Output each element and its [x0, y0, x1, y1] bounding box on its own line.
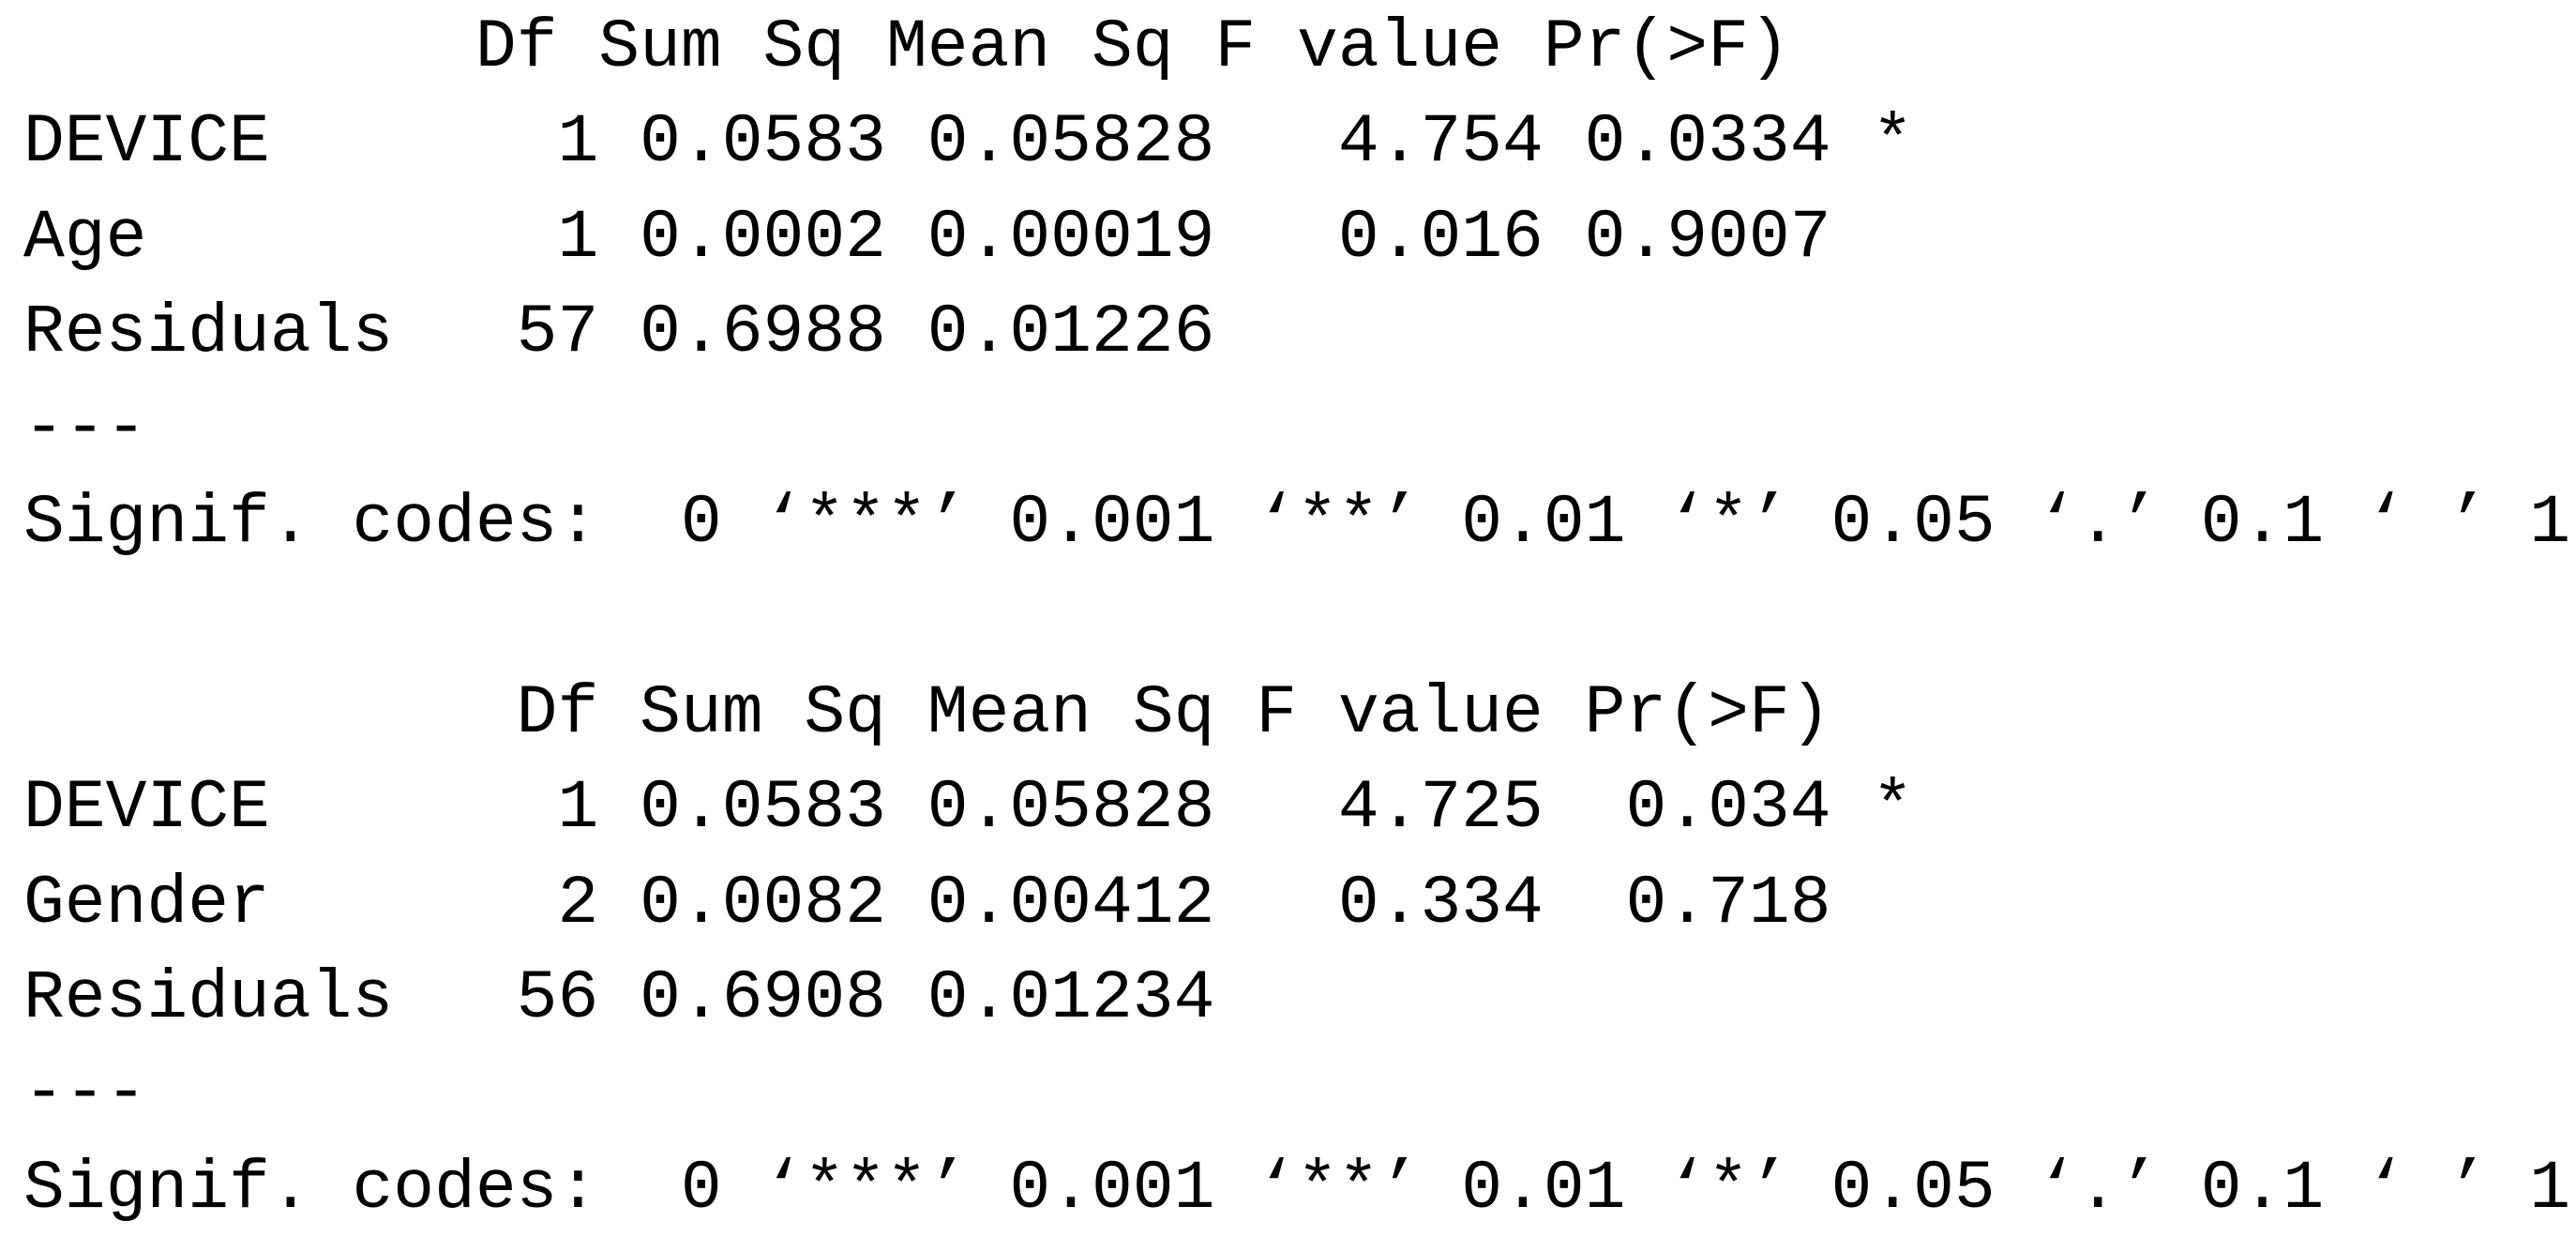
anova1-row-residuals: Residuals 57 0.6988 0.01226 [23, 294, 1215, 372]
anova1-separator: --- [23, 388, 147, 467]
anova1-row-age: Age 1 0.0002 0.00019 0.016 0.9007 [23, 198, 1831, 277]
anova1-row-device: DEVICE 1 0.0583 0.05828 4.754 0.0334 * [23, 103, 1914, 182]
anova2-row-device: DEVICE 1 0.0583 0.05828 4.725 0.034 * [23, 769, 1914, 848]
anova2-row-residuals: Residuals 56 0.6908 0.01234 [23, 959, 1215, 1038]
anova2-separator: --- [23, 1054, 147, 1133]
anova1-signif-codes-line: Signif. codes: 0 ‘***’ 0.001 ‘**’ 0.01 ‘… [23, 484, 2571, 563]
anova1-header-line: Df Sum Sq Mean Sq F value Pr(>F) [23, 8, 1790, 86]
anova2-header-line: Df Sum Sq Mean Sq F value Pr(>F) [23, 673, 1831, 752]
blank-line [23, 570, 2576, 665]
anova2-row-gender: Gender 2 0.0082 0.00412 0.334 0.718 [23, 864, 1831, 942]
anova2-signif-codes-line: Signif. codes: 0 ‘***’ 0.001 ‘**’ 0.01 ‘… [23, 1149, 2571, 1228]
